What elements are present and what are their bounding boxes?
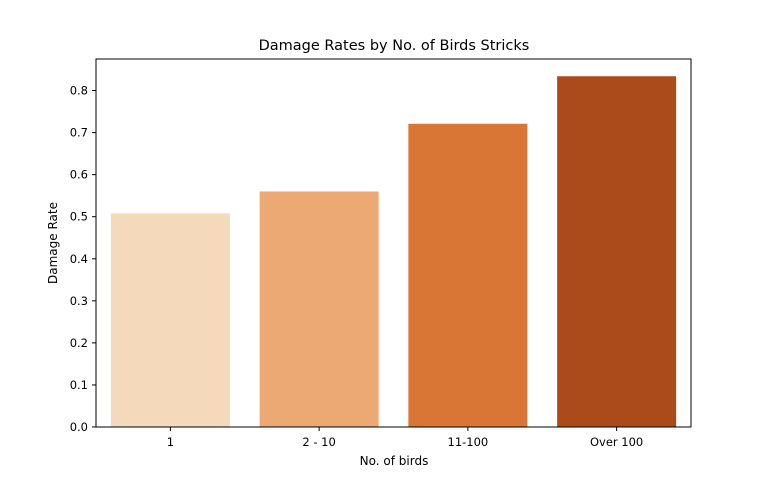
y-tick-label: 0.1: [70, 378, 88, 392]
x-axis-label: No. of birds: [360, 454, 429, 468]
y-tick-label: 0.2: [70, 336, 88, 350]
x-tick-label: Over 100: [590, 435, 643, 449]
y-axis-label: Damage Rate: [46, 202, 60, 284]
y-tick-label: 0.8: [70, 84, 88, 98]
x-tick-label: 1: [167, 435, 174, 449]
x-axis-ticks: 1 2 - 10 11-100 Over 100: [167, 427, 643, 449]
y-tick-label: 0.4: [70, 252, 88, 266]
bar-2: [408, 123, 528, 427]
bar-0: [110, 213, 230, 427]
y-tick-label: 0.0: [70, 420, 88, 434]
y-tick-label: 0.3: [70, 294, 88, 308]
x-tick-label: 11-100: [448, 435, 489, 449]
plot-frame: [95, 58, 692, 428]
x-tick-label: 2 - 10: [302, 435, 335, 449]
y-tick-label: 0.5: [70, 210, 88, 224]
bar-3: [557, 76, 677, 427]
bars-group: [110, 76, 677, 427]
y-axis-ticks: 0.0 0.1 0.2 0.3 0.4 0.5 0.6 0.7 0.8: [70, 84, 96, 434]
y-tick-label: 0.6: [70, 168, 88, 182]
y-tick-label: 0.7: [70, 126, 88, 140]
chart-title: Damage Rates by No. of Birds Stricks: [259, 38, 530, 54]
bar-1: [259, 191, 379, 427]
